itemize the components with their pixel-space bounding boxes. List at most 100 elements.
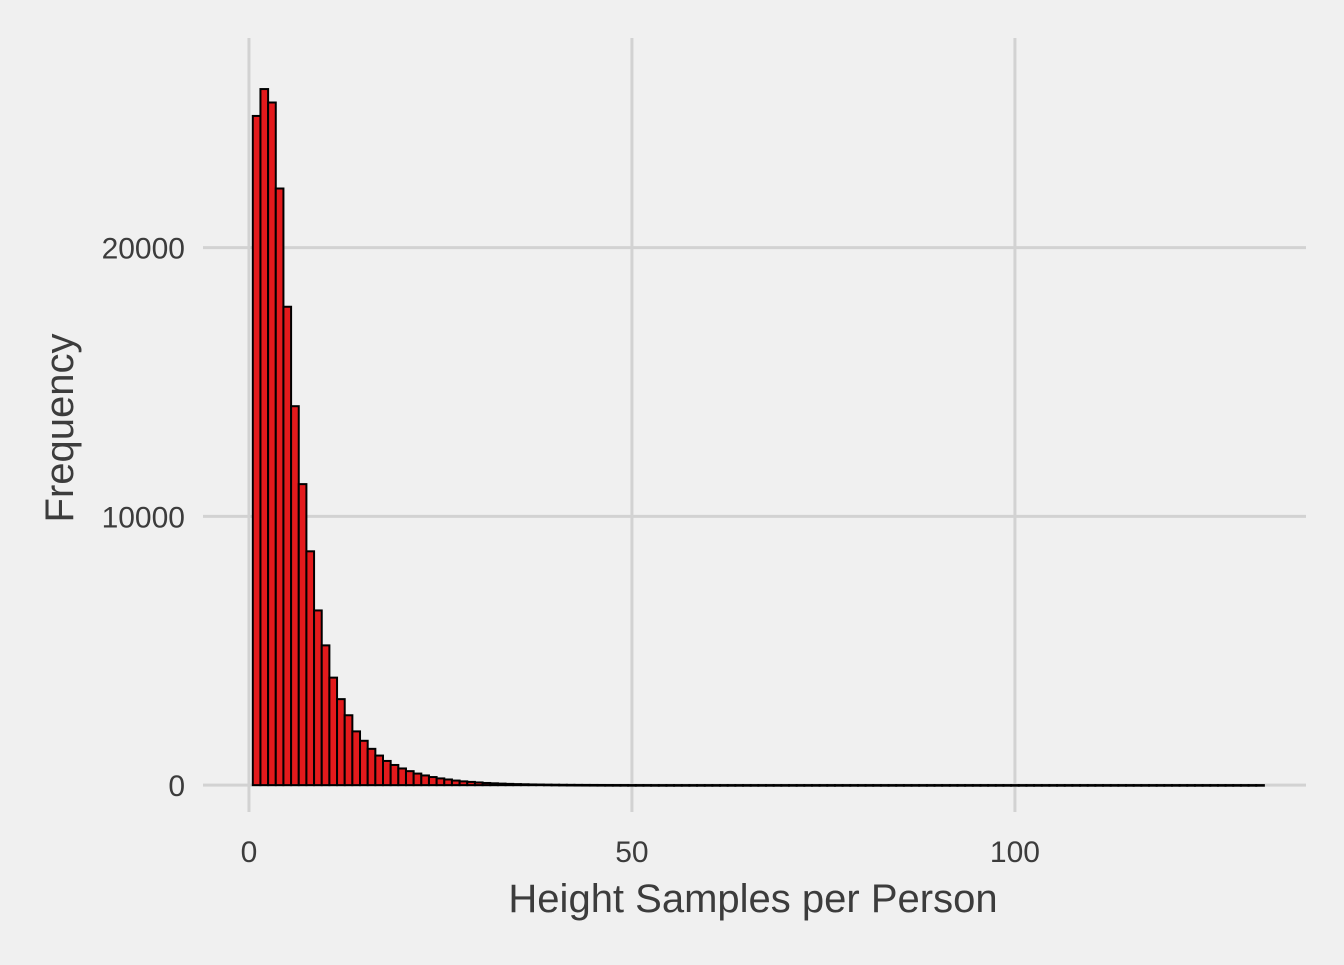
- histogram-bar: [742, 784, 752, 787]
- histogram-bar: [864, 784, 875, 787]
- histogram-bar: [297, 483, 308, 787]
- histogram-bar: [1216, 784, 1227, 787]
- histogram-bar: [872, 784, 882, 787]
- histogram-bar: [757, 784, 767, 787]
- histogram-bar: [1002, 784, 1013, 787]
- histogram-bar: [558, 783, 568, 787]
- histogram-bar: [650, 784, 660, 787]
- histogram-bar: [1147, 784, 1158, 787]
- bars-layer: [251, 88, 1265, 787]
- histogram-bar: [481, 781, 492, 787]
- histogram-bar: [496, 782, 507, 787]
- histogram-bar: [971, 784, 982, 787]
- histogram-bar: [305, 550, 316, 787]
- histogram-bar: [274, 187, 285, 787]
- histogram-bar: [856, 784, 867, 787]
- histogram-bar: [596, 783, 607, 787]
- histogram-bar: [473, 781, 484, 787]
- histogram-bar: [703, 784, 714, 787]
- histogram-bar: [412, 772, 423, 787]
- grid-layer: [203, 38, 1306, 812]
- histogram-bar: [910, 784, 921, 787]
- histogram-bar: [1201, 784, 1212, 787]
- histogram-bar: [918, 784, 928, 787]
- histogram-bar: [1017, 784, 1028, 787]
- histogram-bar: [941, 784, 951, 787]
- histogram-bar: [1232, 784, 1242, 787]
- histogram-bar: [1186, 784, 1196, 787]
- histogram-bar: [657, 784, 668, 787]
- histogram-bar: [313, 609, 323, 787]
- histogram-bar: [542, 783, 553, 787]
- histogram-bar: [404, 770, 415, 787]
- histogram-bar: [803, 784, 813, 787]
- histogram-bar: [826, 784, 836, 787]
- histogram-bar: [320, 644, 331, 787]
- histogram-bar: [1125, 784, 1135, 787]
- histogram-bar: [1071, 784, 1082, 787]
- histogram-bar: [1102, 784, 1112, 787]
- histogram-bar: [290, 405, 300, 787]
- histogram-bar: [956, 784, 967, 787]
- histogram-bar: [267, 101, 277, 787]
- histogram-bar: [1086, 784, 1097, 787]
- y-axis-title: Frequency: [38, 334, 82, 523]
- histogram-bar: [450, 779, 461, 787]
- x-tick-label: 50: [615, 836, 648, 869]
- histogram-bar: [1247, 784, 1258, 787]
- histogram-bar: [374, 754, 384, 787]
- histogram-bar: [466, 780, 476, 787]
- histogram-bar: [719, 784, 729, 787]
- histogram-bar: [535, 783, 545, 787]
- histogram-bar: [359, 739, 369, 787]
- histogram-bar: [1209, 784, 1219, 787]
- histogram-bar: [343, 714, 354, 787]
- histogram-bar: [259, 88, 270, 787]
- y-tick-label: 0: [168, 770, 185, 803]
- histogram-bar: [902, 784, 913, 787]
- histogram-bar: [1056, 784, 1066, 787]
- histogram-bar: [251, 114, 262, 787]
- histogram-bar: [351, 730, 362, 787]
- histogram-bar: [1063, 784, 1074, 787]
- histogram-bar: [1048, 784, 1059, 787]
- histogram-bar: [489, 782, 499, 787]
- histogram-bar: [282, 305, 293, 787]
- histogram-bar: [948, 784, 959, 787]
- histogram-bar: [1178, 784, 1189, 787]
- histogram-bar: [1224, 784, 1235, 787]
- histogram-bar: [1079, 784, 1089, 787]
- histogram-bar: [887, 784, 898, 787]
- histogram-bar: [458, 780, 469, 787]
- histogram-bar: [726, 784, 737, 787]
- histogram-bar: [1170, 784, 1181, 787]
- histogram-bar: [987, 784, 997, 787]
- histogram-bar: [879, 784, 890, 787]
- histogram-bar: [366, 747, 377, 787]
- histogram-bar: [627, 784, 637, 787]
- histogram-bar: [1140, 784, 1150, 787]
- histogram-bar: [818, 784, 829, 787]
- histogram-bar: [427, 776, 438, 787]
- histogram-bar: [527, 783, 538, 787]
- x-axis-title: Height Samples per Person: [508, 877, 997, 921]
- histogram-bar: [420, 774, 430, 787]
- histogram-bar: [979, 784, 990, 787]
- histogram-bar: [588, 783, 599, 787]
- histogram-bar: [673, 784, 683, 787]
- histogram-bar: [634, 784, 645, 787]
- histogram-bar: [611, 784, 622, 787]
- histogram-bar: [772, 784, 783, 787]
- histogram-bar: [642, 784, 653, 787]
- histogram-bar: [435, 777, 446, 787]
- histogram-bar: [1109, 784, 1120, 787]
- histogram-bar: [397, 767, 407, 787]
- histogram-bar: [581, 783, 591, 787]
- x-tick-label: 100: [990, 836, 1040, 869]
- histogram-bar: [711, 784, 722, 787]
- histogram-bar: [389, 763, 400, 787]
- histogram-bar: [565, 783, 576, 787]
- histogram-bar: [382, 759, 392, 787]
- histogram-bar: [336, 698, 346, 787]
